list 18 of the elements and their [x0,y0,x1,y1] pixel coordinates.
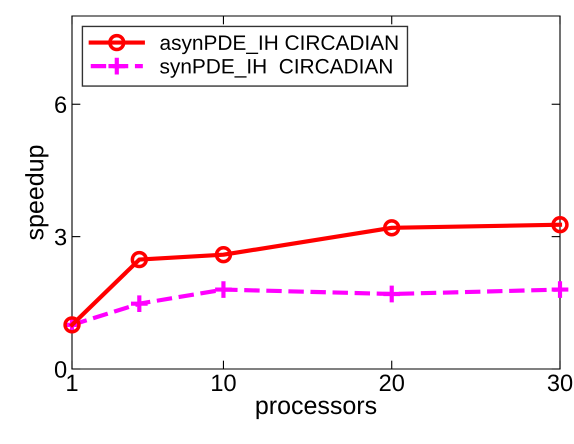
y-tick-label: 6 [55,96,66,114]
point [214,246,232,264]
y-tick-label: 3 [54,228,66,246]
legend-label: synPDE_IH CIRCADIAN [160,58,392,78]
point [381,284,402,304]
x-axis-title: processors [256,400,376,420]
point [551,216,569,234]
x-tick-label: 1 [67,374,78,391]
legend-label: asynPDE_IH CIRCADIAN [160,35,398,54]
point [213,279,234,300]
y-tick-label: 0 [54,361,66,378]
x-tick-label: 10 [212,374,236,392]
point [550,279,570,300]
point [130,250,148,268]
point [383,219,400,236]
y-axis-title: speedup [25,146,48,240]
x-tick-label: 20 [380,374,404,392]
x-tick-label: 30 [548,374,572,392]
